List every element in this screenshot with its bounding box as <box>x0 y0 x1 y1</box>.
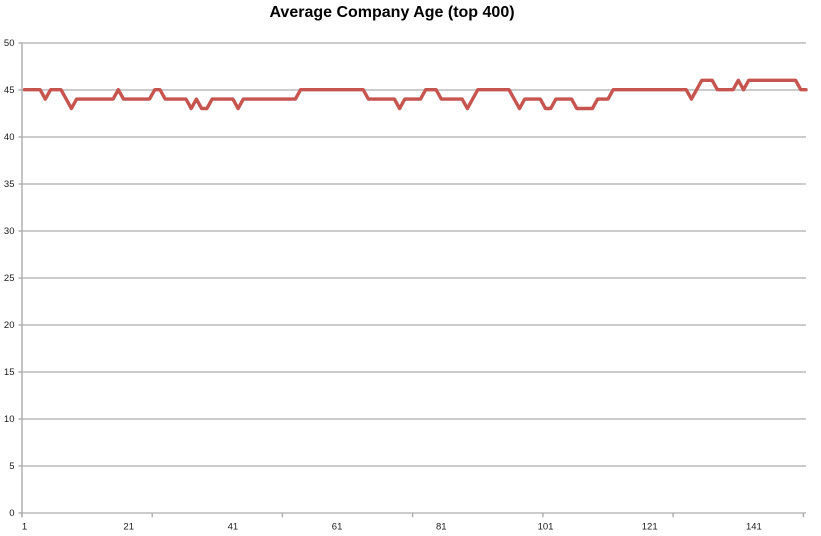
svg-text:20: 20 <box>4 320 15 331</box>
svg-text:Average Company Age (top 400): Average Company Age (top 400) <box>269 4 514 21</box>
svg-text:21: 21 <box>123 522 134 533</box>
svg-text:1: 1 <box>22 522 27 533</box>
svg-text:50: 50 <box>4 38 15 49</box>
svg-text:25: 25 <box>4 273 15 284</box>
svg-text:61: 61 <box>332 522 343 533</box>
svg-text:10: 10 <box>4 414 15 425</box>
svg-text:81: 81 <box>436 522 447 533</box>
svg-text:41: 41 <box>228 522 239 533</box>
svg-text:0: 0 <box>9 508 14 519</box>
svg-text:121: 121 <box>642 522 658 533</box>
svg-text:5: 5 <box>9 461 14 472</box>
svg-text:15: 15 <box>4 367 15 378</box>
svg-text:40: 40 <box>4 132 15 143</box>
svg-text:45: 45 <box>4 85 15 96</box>
svg-text:141: 141 <box>746 522 762 533</box>
svg-text:101: 101 <box>538 522 554 533</box>
svg-text:30: 30 <box>4 226 15 237</box>
svg-text:35: 35 <box>4 179 15 190</box>
